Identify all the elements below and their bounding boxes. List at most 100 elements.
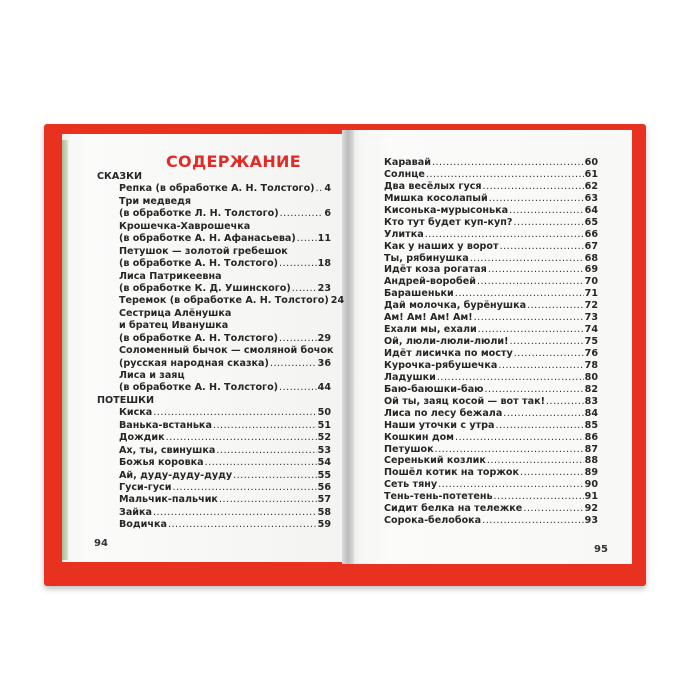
toc-entry: Зайка 58 [97, 507, 331, 519]
entry-title: Кто тут будет куп-куп? [384, 216, 513, 228]
entry-page: 59 [317, 519, 331, 531]
toc-section: ПОТЕШКИ [97, 395, 331, 407]
entry-page: 80 [584, 371, 598, 383]
entry-title: Кисонька-мурысонька [384, 204, 509, 216]
toc-entry: Три медведя [97, 196, 331, 208]
entry-title: Ой, люли-люли-люли! [384, 336, 509, 348]
entry-page: 63 [584, 192, 598, 204]
toc-entry: Мальчик-пальчик 57 [97, 494, 331, 506]
dot-leader [270, 358, 317, 370]
toc-entry: (в обработке А. Н. Афанасьева) 11 [97, 233, 331, 245]
entry-page: 78 [584, 359, 598, 371]
entry-title: Как у наших у ворот [384, 240, 499, 252]
entry-page: 68 [584, 252, 598, 264]
dot-leader [496, 420, 584, 432]
entry-page: 64 [584, 204, 598, 216]
dot-leader [153, 407, 316, 419]
toc-entry: (русская народная сказка) 36 [97, 358, 331, 370]
toc-entry: Пошёл котик на торжок 89 [384, 467, 598, 479]
toc-entry: Мишка косолапый 63 [384, 193, 598, 205]
entry-title: ПОТЕШКИ [97, 394, 155, 406]
entry-page: 57 [317, 494, 331, 506]
entry-title: Каравай [384, 157, 431, 168]
entry-page: 89 [584, 467, 598, 479]
entry-page: 61 [584, 168, 598, 180]
entry-title: (в обработке А. Н. Толстого) [119, 382, 279, 394]
entry-page: 66 [584, 228, 598, 240]
dot-leader [437, 372, 584, 384]
dot-leader [425, 229, 584, 241]
entry-page: 18 [317, 258, 331, 270]
toc-left: СКАЗКИ Репка (в обработке А. Н. Толстого)… [97, 171, 344, 532]
dot-leader [527, 300, 584, 312]
dot-leader [426, 169, 584, 181]
dot-leader [166, 432, 317, 444]
entry-title: Ладушки [384, 371, 436, 383]
dot-leader [213, 420, 317, 432]
entry-title: Теремок (в обработке А. Н. Толстого) [119, 295, 329, 307]
entry-title: Курочка-рябушечка [384, 359, 498, 371]
dot-leader [498, 360, 583, 372]
entry-title: Ай, дуду-дуду-дуду [119, 469, 233, 481]
entry-title: Лиса и заяц [119, 370, 185, 381]
dot-leader [485, 384, 584, 396]
dot-leader [509, 205, 584, 217]
toc-entry: Дай молочка, бурёнушка 72 [384, 300, 598, 312]
entry-title: Зайка [119, 506, 152, 518]
entry-title: (в обработке А. Н. Афанасьева) [119, 233, 296, 245]
entry-title: Два весёлых гуся [384, 180, 482, 192]
entry-page: 36 [317, 357, 331, 369]
entry-page: 11 [317, 233, 331, 245]
entry-page: 29 [317, 332, 331, 344]
toc-entry: Лиса по лесу бежала 84 [384, 408, 598, 420]
entry-page: 24 [330, 295, 345, 307]
toc-entry: Кто тут будет куп-куп? 65 [384, 217, 598, 229]
toc-entry: Ладушки 80 [384, 372, 598, 384]
toc-entry: (в обработке А. Н. Толстого) 44 [97, 382, 331, 394]
entry-title: Серенький козлик [384, 455, 486, 467]
book-spine-gutter [342, 130, 354, 564]
toc-entry: Гуси-гуси 56 [97, 482, 331, 494]
entry-title: Солнце [384, 168, 425, 180]
dot-leader [455, 288, 584, 300]
toc-entry: Наши уточки с утра 85 [384, 420, 598, 432]
toc-entry: Киска 50 [97, 407, 331, 419]
toc-entry: Ам! Ам! Ам! Ам! 73 [384, 312, 598, 324]
entry-title: Тень-тень-потетень [384, 491, 493, 503]
entry-title: Ах, ты, свинушка [119, 444, 216, 456]
toc-entry: Ванька-встанька 51 [97, 420, 331, 432]
entry-title: Ванька-встанька [119, 419, 212, 431]
entry-page: 71 [584, 288, 598, 300]
entry-title: Водичка [119, 519, 167, 531]
entry-page: 90 [584, 479, 598, 491]
entry-title: Сеть тяну [384, 479, 438, 491]
entry-page: 75 [584, 336, 598, 348]
entry-title: Гуси-гуси [119, 481, 172, 493]
entry-title: и братец Иванушка [119, 320, 229, 332]
entry-title: Дай молочка, бурёнушка [384, 300, 527, 312]
entry-title: Ехали мы, ехали [384, 324, 477, 336]
dot-leader [478, 324, 584, 336]
toc-entry: Каравай 60 [384, 157, 598, 169]
dot-leader [477, 276, 584, 288]
entry-page: 60 [584, 157, 598, 168]
dot-leader [205, 457, 317, 469]
toc-entry: Андрей-воробей 70 [384, 276, 598, 288]
toc-entry: Курочка-рябушечка 78 [384, 360, 598, 372]
toc-entry: Дождик 52 [97, 432, 331, 444]
dot-leader [510, 336, 584, 348]
dot-leader [279, 258, 317, 270]
entry-title: (в обработке А. Н. Толстого) [119, 332, 279, 344]
dot-leader [279, 382, 317, 394]
dot-leader [432, 157, 584, 169]
toc-entry: (в обработке К. Д. Ушинского) 23 [97, 283, 331, 295]
entry-title: Три медведя [119, 195, 192, 207]
toc-entry: Кисонька-мурысонька 64 [384, 205, 598, 217]
toc-entry: Идёт коза рогатая 69 [384, 264, 598, 276]
toc-entry: (в обработке Л. Н. Толстого) 6 [97, 208, 331, 220]
entry-title: Петушок [384, 443, 434, 455]
toc-entry: Как у наших у ворот 67 [384, 241, 598, 253]
entry-page: 93 [584, 515, 598, 527]
entry-title: Сорока-белобока [384, 515, 482, 527]
toc-entry: (в обработке А. Н. Толстого) 29 [97, 333, 331, 345]
